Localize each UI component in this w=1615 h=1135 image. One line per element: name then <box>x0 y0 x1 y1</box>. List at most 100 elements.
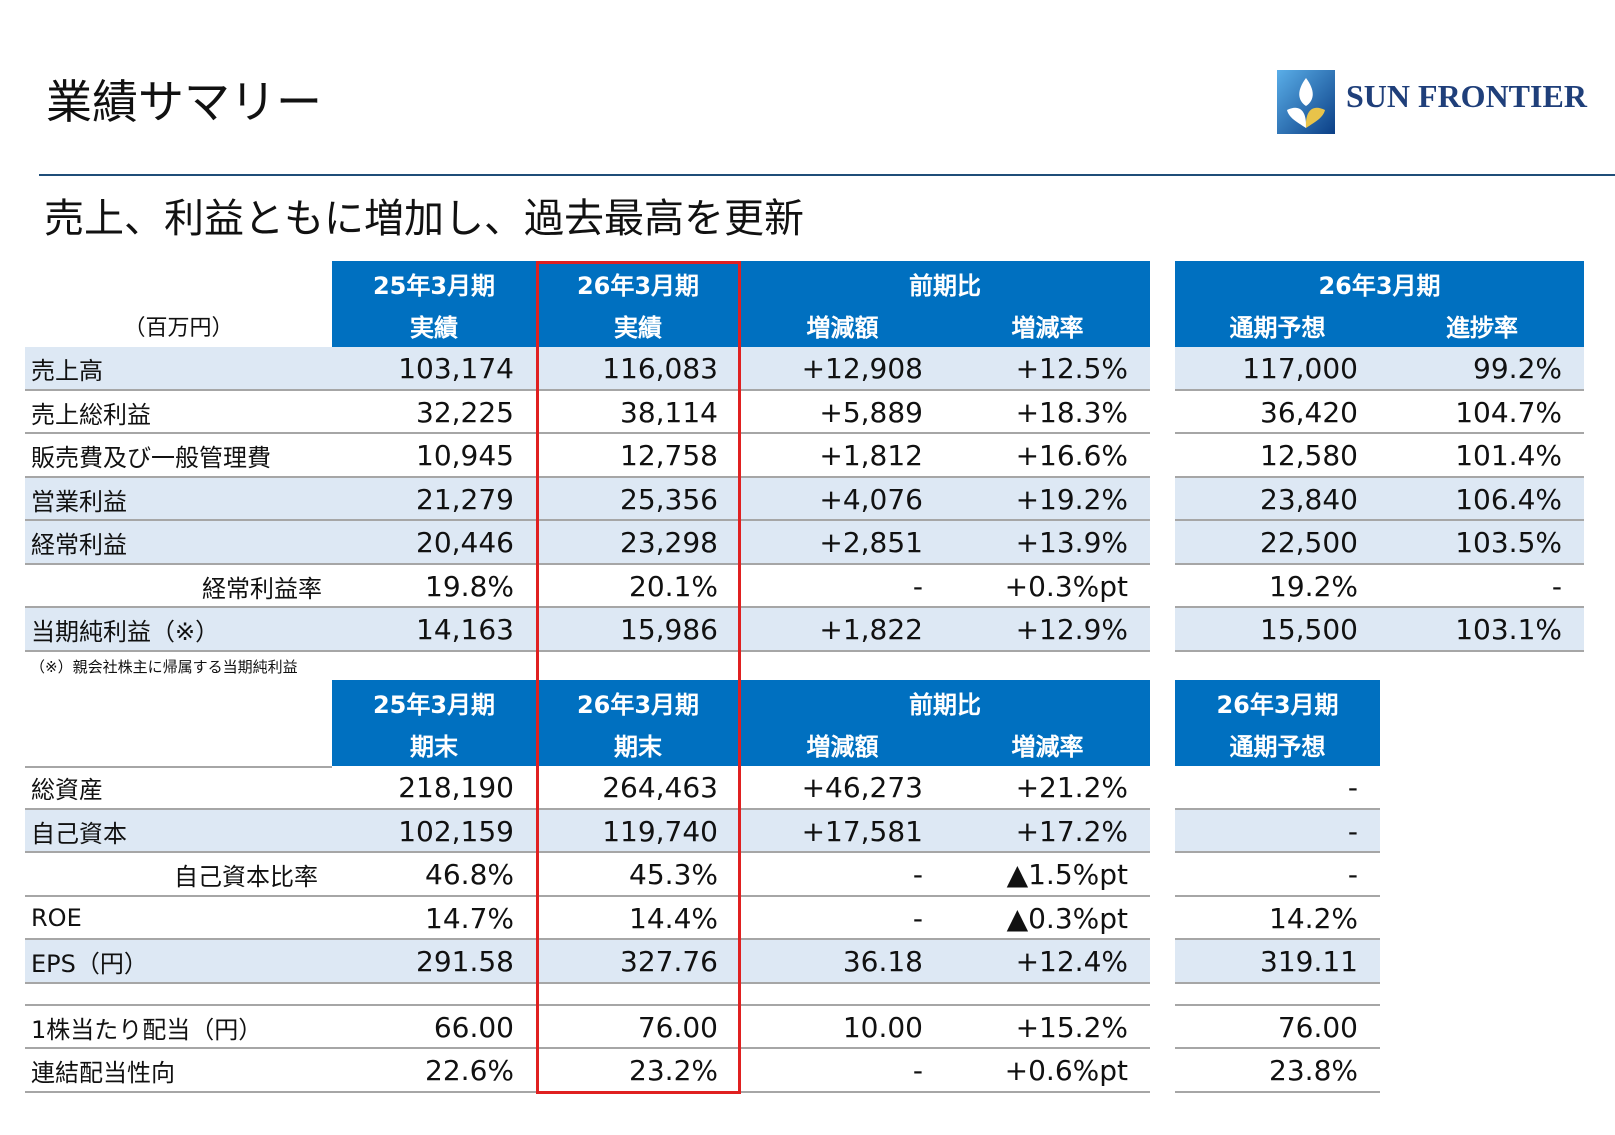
value-cell: +12.4% <box>1015 945 1128 979</box>
row-label: 連結配当性向 <box>31 1059 175 1088</box>
row-bg <box>25 809 1150 853</box>
value-cell: ▲1.5%pt <box>1006 858 1128 892</box>
value-cell: 20.1% <box>629 569 718 603</box>
row-bg <box>25 1006 1150 1049</box>
value-cell: - <box>912 858 923 892</box>
row-label: 総資産 <box>31 776 103 805</box>
value-cell: 45.3% <box>629 858 718 892</box>
value-cell: 20,446 <box>416 526 514 560</box>
value-cell: +1,822 <box>819 613 923 647</box>
row-bg <box>1175 809 1380 853</box>
title: 業績サマリー <box>46 75 322 129</box>
value-cell: 76.00 <box>637 1010 718 1044</box>
note: （※）親会社株主に帰属する当期純利益 <box>30 658 298 676</box>
value-cell: +46,273 <box>801 771 923 805</box>
value-cell: 19.2% <box>1269 569 1358 603</box>
value-cell: 117,000 <box>1242 352 1358 386</box>
value-cell: 14,163 <box>416 613 514 647</box>
row-bg <box>25 521 1150 565</box>
value-cell: 25,356 <box>620 482 718 516</box>
header-cell: 実績 <box>536 304 740 347</box>
value-cell: 10.00 <box>842 1010 923 1044</box>
row-label: ROE <box>31 904 82 933</box>
value-cell: 103.5% <box>1455 526 1562 560</box>
row-bg <box>25 853 1150 897</box>
row-bg <box>25 565 1150 608</box>
row-bg <box>1175 434 1584 478</box>
value-cell: 14.2% <box>1269 901 1358 935</box>
value-cell: 21,279 <box>416 482 514 516</box>
unit-label: （百万円） <box>25 304 332 347</box>
row-label: 経常利益 <box>31 531 127 560</box>
header-cell: 期末 <box>536 723 740 766</box>
row-label: 経常利益率 <box>202 574 322 603</box>
value-cell: 15,500 <box>1260 613 1358 647</box>
value-cell: 102,159 <box>398 814 514 848</box>
row-bg <box>25 766 1150 810</box>
header-rule <box>25 766 332 768</box>
header-cell: 増減額 <box>740 723 945 766</box>
row-label: 営業利益 <box>31 487 127 516</box>
value-cell: 46.8% <box>425 858 514 892</box>
value-cell: 12,758 <box>620 439 718 473</box>
logo-icon <box>1277 70 1335 134</box>
value-cell: 104.7% <box>1455 395 1562 429</box>
value-cell: +21.2% <box>1015 771 1128 805</box>
value-cell: - <box>1347 814 1358 848</box>
value-cell: 36.18 <box>842 945 923 979</box>
row-label: EPS（円） <box>31 950 148 979</box>
header-cell: 増減率 <box>945 723 1150 766</box>
value-cell: - <box>912 901 923 935</box>
value-cell: +17,581 <box>801 814 923 848</box>
value-cell: 319.11 <box>1260 945 1358 979</box>
row-bg <box>25 940 1150 984</box>
value-cell: +0.3%pt <box>1004 569 1128 603</box>
value-cell: +13.9% <box>1015 526 1128 560</box>
highlight-box <box>536 261 741 1094</box>
value-cell: ▲0.3%pt <box>1006 901 1128 935</box>
value-cell: 66.00 <box>433 1010 514 1044</box>
header-group: 25年3月期 <box>332 261 536 305</box>
logo-text: SUN FRONTIER <box>1346 78 1587 114</box>
value-cell: - <box>912 569 923 603</box>
value-cell: +12.5% <box>1015 352 1128 386</box>
row-bg <box>1175 940 1380 984</box>
value-cell: +18.3% <box>1015 395 1128 429</box>
value-cell: +17.2% <box>1015 814 1128 848</box>
row-bg <box>1175 853 1380 897</box>
row-bg <box>25 897 1150 940</box>
value-cell: 12,580 <box>1260 439 1358 473</box>
value-cell: 103.1% <box>1455 613 1562 647</box>
row-bg <box>1175 477 1584 521</box>
header-cell: 増減率 <box>945 304 1150 347</box>
value-cell: 14.4% <box>629 901 718 935</box>
header-cell: 進捗率 <box>1380 304 1584 347</box>
value-cell: 23,840 <box>1260 482 1358 516</box>
header-group: 前期比 <box>740 261 1150 305</box>
spacer-row <box>25 984 1150 1006</box>
header-cell: 増減額 <box>740 304 945 347</box>
value-cell: 10,945 <box>416 439 514 473</box>
row-bg <box>1175 897 1380 940</box>
row-label: 1株当たり配当（円） <box>31 1015 263 1044</box>
header-group: 26年3月期 <box>1175 261 1584 305</box>
spacer-row <box>1175 984 1380 1006</box>
value-cell: - <box>912 1054 923 1088</box>
value-cell: 38,114 <box>620 395 718 429</box>
value-cell: 36,420 <box>1260 395 1358 429</box>
row-bg <box>25 477 1150 521</box>
value-cell: 218,190 <box>398 771 514 805</box>
value-cell: +16.6% <box>1015 439 1128 473</box>
value-cell: 14.7% <box>425 901 514 935</box>
row-bg <box>1175 608 1584 652</box>
value-cell: - <box>1347 858 1358 892</box>
value-cell: +5,889 <box>819 395 923 429</box>
value-cell: +15.2% <box>1015 1010 1128 1044</box>
value-cell: +2,851 <box>819 526 923 560</box>
value-cell: 101.4% <box>1455 439 1562 473</box>
row-bg <box>1175 347 1584 391</box>
row-bg <box>1175 1006 1380 1049</box>
subtitle: 売上、利益ともに増加し、過去最高を更新 <box>44 196 804 242</box>
value-cell: +1,812 <box>819 439 923 473</box>
value-cell: 23.8% <box>1269 1054 1358 1088</box>
